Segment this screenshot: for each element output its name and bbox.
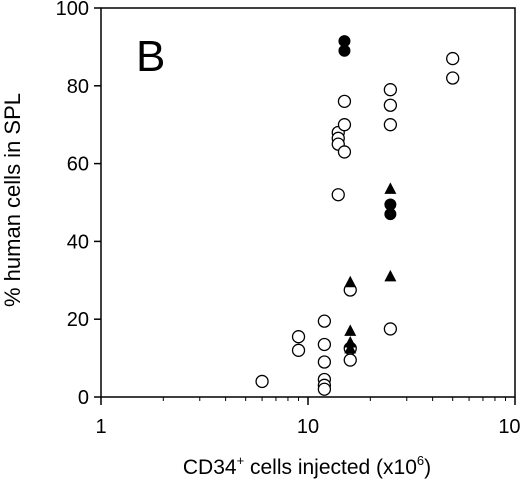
open-circle-point <box>291 330 306 344</box>
open-circle-point <box>446 51 460 66</box>
y-tick-label: 80 <box>67 76 89 98</box>
open-circle-point <box>446 71 460 85</box>
y-axis: 0 20 40 60 80 100 <box>56 0 101 409</box>
open-circle-point <box>383 83 398 97</box>
open-circle-point <box>337 118 352 132</box>
filled-circle-point <box>338 44 351 57</box>
y-tick-label: 40 <box>67 231 89 253</box>
open-circle-point <box>255 374 269 389</box>
filled-triangle-point <box>344 341 357 354</box>
open-circle-point <box>337 94 352 109</box>
panel-label: B <box>136 32 165 81</box>
open-circle-point <box>317 382 332 396</box>
open-circle-point <box>331 188 345 202</box>
y-tick-label: 20 <box>67 309 89 331</box>
open-circle-point <box>383 98 398 112</box>
data-marks <box>255 35 460 396</box>
y-axis-label: % human cells in SPL <box>0 93 25 307</box>
open-circle-point <box>337 145 352 159</box>
x-axis: 1 10 100 <box>95 397 520 438</box>
x-axis-label: CD34+ cells injected (x106) <box>183 453 431 479</box>
open-circle-point <box>383 118 398 132</box>
filled-triangle-point <box>344 324 357 336</box>
filled-circle-point <box>384 208 397 221</box>
filled-triangle-point <box>384 269 397 282</box>
open-circle-point <box>317 337 332 352</box>
x-tick-label: 10 <box>297 416 319 438</box>
x-tick-label: 100 <box>498 416 520 438</box>
y-tick-label: 60 <box>67 154 89 176</box>
open-circle-point <box>291 343 306 357</box>
y-tick-label: 0 <box>78 387 89 409</box>
open-circle-point <box>317 314 332 328</box>
filled-triangle-point <box>384 182 397 194</box>
filled-triangle-point <box>344 275 357 288</box>
open-circle-point <box>343 353 357 367</box>
open-circle-point <box>383 322 398 336</box>
open-circle-point <box>317 355 332 369</box>
filled-triangle-point <box>344 336 357 348</box>
x-tick-label: 1 <box>95 416 106 438</box>
y-tick-label: 100 <box>56 0 89 20</box>
